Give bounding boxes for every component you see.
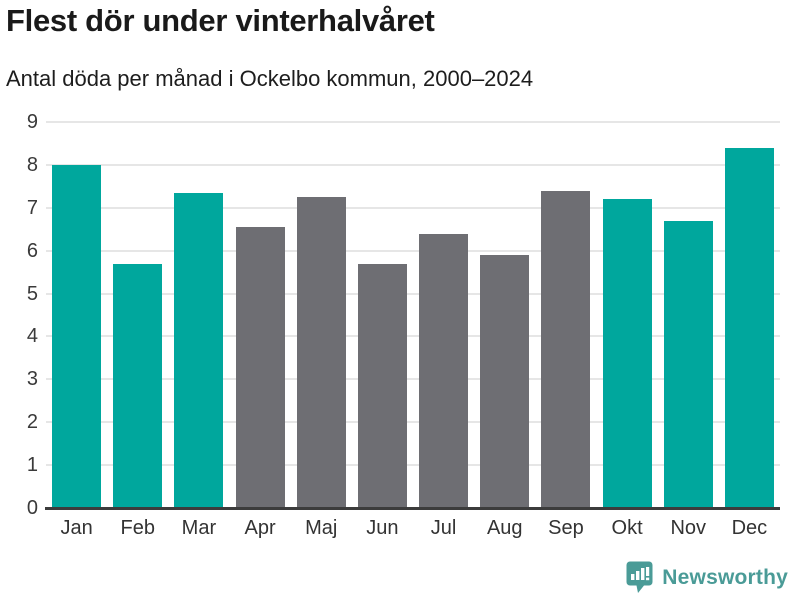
x-axis-tick-label: Aug [486,517,523,539]
bar-sep [541,190,591,508]
x-axis-tick-label: Maj [305,517,338,539]
bar-jun [357,263,407,508]
bar-feb [113,263,163,508]
gridline-1 [46,464,780,467]
gridline-5 [46,292,780,295]
x-axis-baseline [45,507,780,510]
y-axis-tick-label: 8 [26,153,38,176]
newsworthy-logo-icon [626,561,653,593]
bar-maj [296,197,346,508]
y-axis-tick-label: 6 [26,239,38,262]
gridline-6 [46,249,780,252]
y-axis-tick-label: 0 [26,497,38,519]
chart-subtitle: Antal döda per månad i Ockelbo kommun, 2… [6,66,534,91]
x-axis-tick-label: Jun [366,517,399,539]
x-axis-tick-label: Sep [548,517,584,539]
brand-footer: Newsworthy [626,561,788,594]
x-axis-tick-label: Apr [244,517,276,539]
x-axis-tick-label: Nov [670,517,707,539]
gridline-8 [46,163,780,166]
x-axis-tick-label: Okt [611,517,643,539]
y-axis-tick-label: 7 [26,196,38,219]
x-axis-tick-label: Mar [181,517,217,539]
gridline-9 [46,121,780,123]
brand-wordmark: Newsworthy [662,565,788,589]
bar-aug [480,254,530,508]
bar-mar [174,192,224,508]
gridline-7 [46,206,780,209]
bar-okt [602,199,652,508]
gridline-4 [46,335,780,338]
bar-jul [419,233,469,508]
y-axis-tick-label: 2 [26,411,38,434]
gridline-3 [46,378,780,381]
y-axis-tick-label: 4 [26,325,38,348]
y-axis-tick-label: 9 [26,111,38,133]
gridline-2 [46,421,780,424]
y-axis-tick-label: 1 [26,454,38,477]
x-axis-tick-label: Jul [430,517,457,539]
bar-jan [52,164,102,508]
bar-nov [663,220,713,508]
x-axis-tick-label: Feb [120,517,155,539]
y-axis-tick-label: 3 [26,368,38,391]
y-axis-tick-label: 5 [26,282,38,305]
bar-dec [724,147,774,508]
bar-apr [235,227,285,508]
x-axis-tick-label: Jan [60,517,93,539]
x-axis-tick-label: Dec [731,517,768,539]
chart-title: Flest dör under vinterhalvåret [6,3,435,38]
